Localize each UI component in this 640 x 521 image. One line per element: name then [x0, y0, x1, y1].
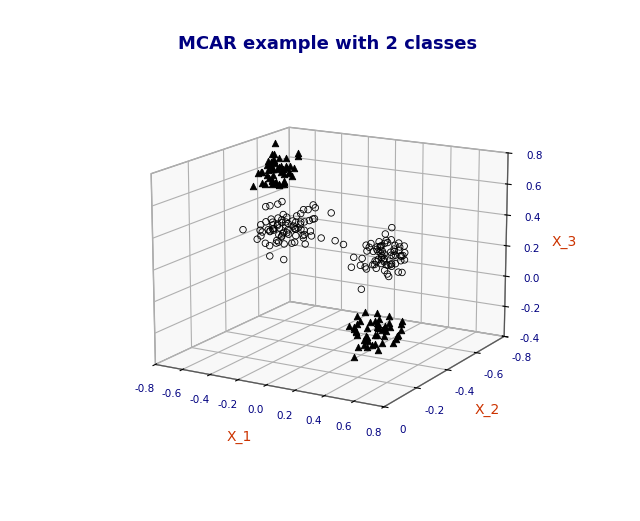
Title: MCAR example with 2 classes: MCAR example with 2 classes: [179, 34, 477, 53]
Y-axis label: X_2: X_2: [475, 403, 500, 416]
X-axis label: X_1: X_1: [227, 430, 252, 444]
